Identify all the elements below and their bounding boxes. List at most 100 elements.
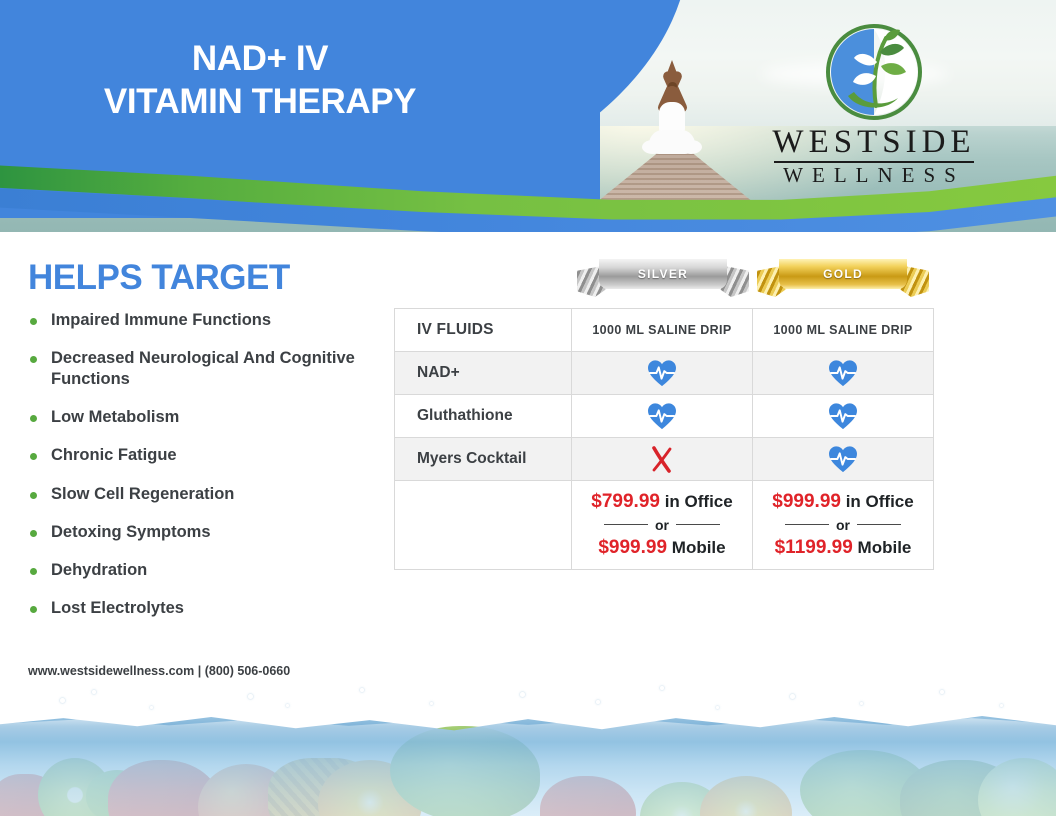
row-label: Myers Cocktail <box>394 437 572 481</box>
silver-pricing: $799.99 in Office or $999.99 Mobile <box>571 480 753 570</box>
heart-pulse-icon <box>828 359 858 387</box>
or-label: or <box>655 516 669 533</box>
water-droplet <box>596 700 600 704</box>
water-droplet <box>60 698 65 703</box>
heart-pulse-icon <box>828 402 858 430</box>
page-title: NAD+ IV VITAMIN THERAPY <box>0 38 520 123</box>
silver-value: 1000 ML SALINE DRIP <box>571 308 753 352</box>
gold-value <box>752 437 934 481</box>
contact-info[interactable]: www.westsidewellness.com | (800) 506-066… <box>28 664 291 678</box>
row-label: IV FLUIDS <box>394 308 572 352</box>
or-label: or <box>836 516 850 533</box>
gold-pricing: $999.99 in Office or $1199.99 Mobile <box>752 480 934 570</box>
list-item: Dehydration <box>30 560 375 581</box>
gold-in-office-amount: $999.99 <box>772 491 841 512</box>
heart-pulse-icon <box>647 359 677 387</box>
bullet-dot-icon <box>30 567 37 575</box>
silver-in-office-amount: $799.99 <box>591 491 660 512</box>
table-row: IV FLUIDS 1000 ML SALINE DRIP 1000 ML SA… <box>394 308 934 352</box>
list-item: Detoxing Symptoms <box>30 522 375 543</box>
bullet-dot-icon <box>30 453 37 461</box>
water-droplet <box>716 706 719 709</box>
table-row-pricing: $799.99 in Office or $999.99 Mobile $999… <box>394 480 934 570</box>
bullet-dot-icon <box>30 605 37 613</box>
yoga-figure-icon <box>636 60 708 158</box>
silver-in-office-label: in Office <box>664 492 733 511</box>
list-item: Decreased Neurological And Cognitive Fun… <box>30 348 375 390</box>
logo-subtext: WELLNESS <box>783 163 965 187</box>
red-x-icon <box>649 445 675 473</box>
leaf-in-hand-circle-logo-icon <box>824 22 924 122</box>
pricing-table: IV FLUIDS 1000 ML SALINE DRIP 1000 ML SA… <box>394 308 934 570</box>
gold-in-office-label: in Office <box>845 492 914 511</box>
title-line-2: VITAMIN THERAPY <box>103 81 417 121</box>
list-item-label: Lost Electrolytes <box>51 598 184 617</box>
logo-divider <box>774 161 974 163</box>
water-droplet <box>940 690 944 694</box>
water-droplet <box>248 694 253 699</box>
water-droplet <box>430 702 433 705</box>
gold-value <box>752 394 934 438</box>
list-item: Slow Cell Regeneration <box>30 484 375 505</box>
produce-water-image <box>0 680 1056 816</box>
list-item: Chronic Fatigue <box>30 445 375 466</box>
gold-mobile-line: $1199.99 Mobile <box>761 536 925 560</box>
list-item-label: Low Metabolism <box>51 408 180 427</box>
gold-in-office-line: $999.99 in Office <box>761 490 925 514</box>
divider-line <box>676 524 720 526</box>
water-droplet <box>660 686 664 690</box>
gold-mobile-amount: $1199.99 <box>774 536 853 558</box>
or-separator: or <box>761 517 925 533</box>
bullet-dot-icon <box>30 356 37 364</box>
table-row: Myers Cocktail <box>394 437 934 481</box>
gold-tier-label: GOLD <box>779 259 907 289</box>
bullet-dot-icon <box>30 529 37 537</box>
silver-tier-label: SILVER <box>599 259 727 289</box>
list-item: Low Metabolism <box>30 407 375 428</box>
water-surface-highlight <box>0 718 1056 742</box>
silver-in-office-line: $799.99 in Office <box>580 490 744 514</box>
divider-line <box>785 524 829 526</box>
list-item-label: Detoxing Symptoms <box>51 522 211 541</box>
row-label: Gluthathione <box>394 394 572 438</box>
water-droplet <box>360 688 364 692</box>
table-row: Gluthathione <box>394 394 934 438</box>
water-droplet <box>92 690 96 694</box>
list-item: Lost Electrolytes <box>30 598 375 619</box>
silver-mobile-label: Mobile <box>671 537 726 557</box>
logo-wordmark: WESTSIDE <box>772 124 976 160</box>
silver-mobile-line: $999.99 Mobile <box>580 536 744 560</box>
empty-cell <box>394 480 572 570</box>
helps-target-heading: HELPS TARGET <box>28 258 290 297</box>
bullet-dot-icon <box>30 415 37 423</box>
gold-value: 1000 ML SALINE DRIP <box>752 308 934 352</box>
benefits-list: Impaired Immune Functions Decreased Neur… <box>30 310 375 636</box>
water-droplet <box>790 694 795 699</box>
heart-pulse-icon <box>828 445 858 473</box>
silver-value <box>571 437 753 481</box>
row-label: NAD+ <box>394 351 572 395</box>
water-droplet <box>1000 704 1003 707</box>
brand-logo: WESTSIDE WELLNESS <box>768 22 980 192</box>
silver-ribbon-banner: SILVER <box>577 253 749 299</box>
header-banner: NAD+ IV VITAMIN THERAPY WESTSIDE WELLNES… <box>0 0 1056 232</box>
gold-ribbon-banner: GOLD <box>757 253 929 299</box>
silver-mobile-amount: $999.99 <box>598 536 668 558</box>
title-line-1: NAD+ IV <box>191 39 329 78</box>
or-separator: or <box>580 517 744 533</box>
list-item-label: Impaired Immune Functions <box>51 311 272 329</box>
divider-line <box>604 524 648 526</box>
water-droplet <box>860 702 863 705</box>
silver-value <box>571 351 753 395</box>
list-item-label: Chronic Fatigue <box>51 446 177 465</box>
water-droplet <box>520 692 525 697</box>
list-item-label: Dehydration <box>51 560 148 579</box>
table-row: NAD+ <box>394 351 934 395</box>
divider-line <box>857 524 901 526</box>
bullet-dot-icon <box>30 491 37 499</box>
water-droplet <box>286 704 289 707</box>
gold-value <box>752 351 934 395</box>
blue-header-block <box>0 0 600 205</box>
list-item-label: Decreased Neurological And Cognitive Fun… <box>51 349 355 389</box>
gold-mobile-label: Mobile <box>857 537 912 557</box>
